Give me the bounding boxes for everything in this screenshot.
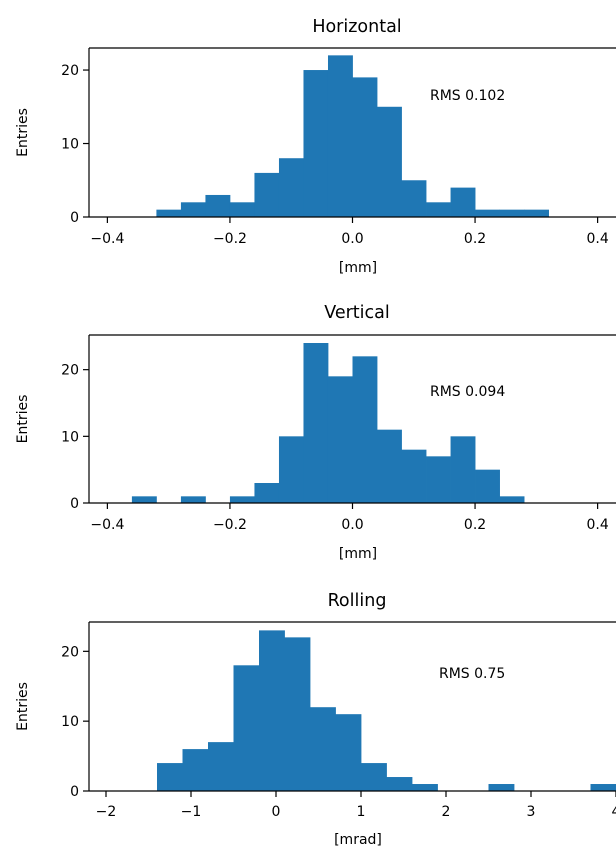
histogram-bar bbox=[259, 630, 285, 791]
x-tick-label: 4 bbox=[612, 804, 616, 820]
y-axis-label: Entries bbox=[15, 108, 31, 157]
y-tick-label: 0 bbox=[70, 784, 79, 800]
y-tick-label: 10 bbox=[61, 429, 79, 445]
y-tick-label: 0 bbox=[70, 210, 79, 226]
histogram-bar bbox=[402, 450, 427, 503]
y-tick-label: 10 bbox=[61, 714, 79, 730]
histogram-bar bbox=[353, 356, 378, 503]
histogram-bar bbox=[156, 210, 181, 217]
x-tick-label: 3 bbox=[527, 804, 536, 820]
x-tick-label: 0.4 bbox=[586, 517, 608, 533]
histogram-bar bbox=[361, 763, 387, 791]
histogram-bar bbox=[328, 376, 353, 503]
x-tick-label: 0.2 bbox=[464, 517, 486, 533]
histogram-bar bbox=[254, 483, 279, 503]
x-tick-label: 0.0 bbox=[341, 231, 363, 247]
y-axis-label: Entries bbox=[15, 395, 31, 444]
histogram-horizontal: Horizontal −0.4 −0.2 0.0 0.2 0.4 0 10 20 [mm] Entr… bbox=[0, 0, 616, 287]
x-tick-label: 1 bbox=[357, 804, 366, 820]
chart-panel-rolling: Rolling −2 −1 0 1 2 3 4 0 10 20 [mrad] Entries RMS 0.… bbox=[0, 574, 616, 861]
x-tick-label: −1 bbox=[181, 804, 202, 820]
histogram-bar bbox=[208, 742, 234, 791]
histogram-bar bbox=[181, 202, 206, 217]
histogram-bar bbox=[377, 107, 402, 217]
histogram-bar bbox=[230, 202, 255, 217]
histogram-bar bbox=[205, 195, 230, 217]
x-tick-label: −0.4 bbox=[90, 231, 124, 247]
histogram-bar bbox=[234, 665, 260, 791]
histogram-bar bbox=[303, 343, 328, 503]
x-tick-label: 0.0 bbox=[341, 517, 363, 533]
histogram-bar bbox=[426, 456, 451, 503]
histogram-bar bbox=[353, 77, 378, 217]
rms-annotation: RMS 0.75 bbox=[439, 666, 505, 682]
histogram-bar bbox=[336, 714, 362, 791]
histogram-bar bbox=[500, 496, 525, 503]
x-axis-label: [mm] bbox=[339, 546, 377, 562]
x-axis-label: [mrad] bbox=[334, 832, 382, 848]
histogram-vertical: Vertical −0.4 −0.2 0.0 0.2 0.4 0 10 20 [mm] Entrie… bbox=[0, 287, 616, 574]
rms-annotation: RMS 0.094 bbox=[430, 384, 505, 400]
histogram-bar bbox=[279, 158, 304, 217]
x-axis-label: [mm] bbox=[339, 260, 377, 276]
x-tick-label: −0.2 bbox=[213, 231, 247, 247]
x-tick-label: −0.4 bbox=[90, 517, 124, 533]
y-tick-label: 20 bbox=[61, 363, 79, 379]
x-tick-label: 0.4 bbox=[586, 231, 608, 247]
histogram-bar bbox=[451, 436, 476, 503]
histogram-bar bbox=[279, 436, 304, 503]
histogram-bar bbox=[303, 70, 328, 217]
chart-title: Horizontal bbox=[312, 17, 401, 37]
histogram-bar bbox=[412, 784, 438, 791]
y-tick-label: 20 bbox=[61, 63, 79, 79]
histogram-rolling: Rolling −2 −1 0 1 2 3 4 0 10 20 [mrad] Entries RMS 0.… bbox=[0, 574, 616, 859]
histogram-bar bbox=[500, 210, 525, 217]
y-tick-label: 10 bbox=[61, 137, 79, 153]
histogram-bar bbox=[524, 210, 549, 217]
histogram-bar bbox=[230, 496, 255, 503]
x-tick-label: −0.2 bbox=[213, 517, 247, 533]
histogram-bar bbox=[132, 496, 157, 503]
histogram-bar bbox=[451, 188, 476, 217]
y-axis-label: Entries bbox=[15, 682, 31, 731]
histogram-bar bbox=[310, 707, 336, 791]
histogram-bar bbox=[475, 210, 500, 217]
histogram-bar bbox=[183, 749, 209, 791]
histogram-bar bbox=[475, 470, 500, 503]
histogram-bar bbox=[328, 55, 353, 217]
histogram-bar bbox=[377, 430, 402, 503]
chart-panel-vertical: Vertical −0.4 −0.2 0.0 0.2 0.4 0 10 20 [mm] Entrie… bbox=[0, 287, 616, 574]
chart-panel-horizontal: Horizontal −0.4 −0.2 0.0 0.2 0.4 0 10 20 [mm] Entr… bbox=[0, 0, 616, 287]
histogram-bar bbox=[387, 777, 413, 791]
histogram-bar bbox=[489, 784, 515, 791]
x-tick-label: 0 bbox=[272, 804, 281, 820]
histogram-bar bbox=[591, 784, 616, 791]
histogram-bar bbox=[285, 637, 311, 791]
x-tick-label: 0.2 bbox=[464, 231, 486, 247]
x-tick-label: 2 bbox=[442, 804, 451, 820]
rms-annotation: RMS 0.102 bbox=[430, 88, 505, 104]
histogram-bar bbox=[157, 763, 183, 791]
y-tick-label: 20 bbox=[61, 644, 79, 660]
chart-title: Vertical bbox=[324, 303, 390, 323]
y-tick-label: 0 bbox=[70, 496, 79, 512]
chart-title: Rolling bbox=[328, 591, 387, 611]
histogram-bar bbox=[254, 173, 279, 217]
histogram-bar bbox=[426, 202, 451, 217]
histogram-bar bbox=[181, 496, 206, 503]
histogram-bar bbox=[402, 180, 427, 217]
x-tick-label: −2 bbox=[96, 804, 117, 820]
